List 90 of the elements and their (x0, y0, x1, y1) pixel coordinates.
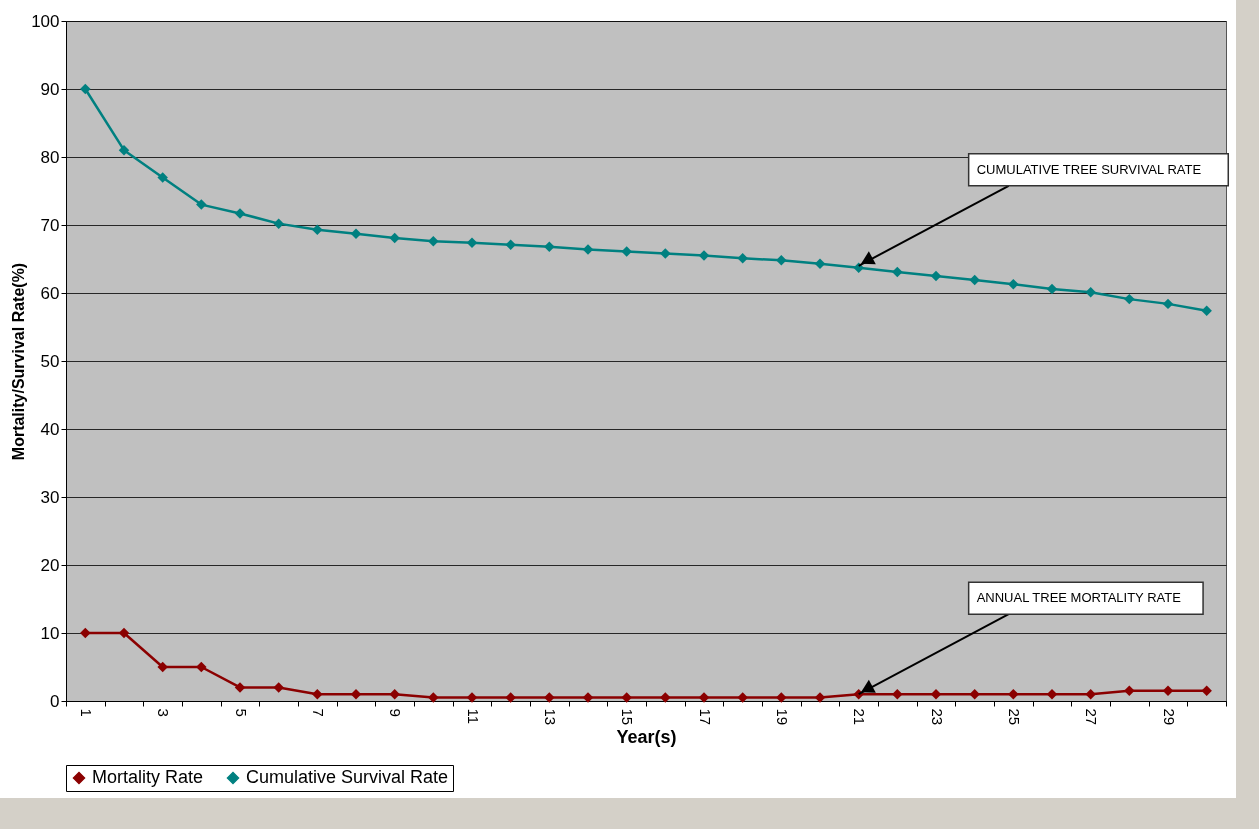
y-tick-label: 60 (40, 283, 60, 303)
point (582, 692, 594, 703)
point (1085, 688, 1096, 700)
point (1046, 283, 1058, 295)
point (1008, 278, 1019, 290)
x-tick-label: 23 (928, 708, 946, 726)
point (582, 244, 594, 255)
point (466, 692, 478, 703)
point (1124, 685, 1135, 697)
x-tick-label: 21 (851, 708, 869, 726)
point (892, 266, 903, 278)
point (1201, 305, 1212, 316)
x-tick-label: 25 (1005, 708, 1023, 726)
point (505, 239, 516, 250)
y-tick-label: 90 (40, 79, 60, 99)
y-tick-label: 40 (40, 419, 60, 439)
y-tick-label: 30 (40, 487, 60, 507)
point (737, 692, 748, 703)
y-tick-label: 70 (40, 215, 60, 235)
y-tick-label: 20 (40, 555, 60, 575)
y-tick-label: 80 (40, 147, 60, 167)
point (157, 661, 168, 673)
point (892, 688, 903, 700)
point (428, 692, 439, 703)
annotation: CUMULATIVE TREE SURVIVAL RATE (976, 161, 1202, 177)
legend-label: Cumulative Survival Rate (246, 767, 449, 787)
point (814, 258, 826, 269)
point (621, 246, 632, 257)
point (350, 228, 362, 240)
point (698, 250, 710, 261)
point (273, 218, 284, 229)
point (118, 144, 130, 156)
x-tick-label: 19 (773, 708, 791, 726)
point (350, 688, 362, 700)
point (544, 241, 555, 252)
point (776, 692, 787, 703)
point (389, 232, 400, 244)
y-tick-label: 10 (40, 623, 60, 643)
y-tick-label: 0 (50, 691, 60, 711)
point (505, 692, 516, 703)
point (1162, 685, 1174, 697)
point (930, 688, 942, 700)
y-tick-label: 100 (31, 11, 60, 31)
point (273, 682, 284, 693)
x-tick-label: 17 (696, 708, 714, 726)
point (234, 208, 246, 219)
x-axis-title: Year(s) (616, 727, 677, 748)
legend-label: Mortality Rate (92, 767, 204, 787)
point (1008, 688, 1019, 700)
y-tick-label: 50 (40, 351, 60, 371)
x-tick-label: 13 (541, 708, 559, 726)
x-tick-label: 1 (77, 708, 95, 717)
point (466, 237, 478, 248)
point (1201, 685, 1212, 697)
point (80, 627, 91, 639)
point (930, 270, 942, 282)
x-tick-label: 15 (619, 708, 637, 726)
point (544, 692, 555, 703)
point (389, 688, 400, 700)
point (1046, 688, 1058, 700)
point (698, 692, 710, 703)
point (1085, 287, 1096, 298)
point (312, 688, 323, 700)
point (737, 253, 748, 264)
x-tick-label: 3 (155, 708, 173, 717)
point (660, 248, 671, 259)
point (969, 274, 980, 286)
point (312, 224, 323, 235)
point (853, 262, 864, 274)
x-tick-label: 9 (387, 708, 405, 717)
point (969, 688, 980, 700)
point (1124, 293, 1135, 305)
point (621, 692, 632, 703)
point (196, 199, 207, 210)
point (80, 83, 91, 95)
point (196, 661, 207, 673)
point (776, 255, 787, 266)
x-tick-label: 7 (309, 708, 327, 717)
annotation: ANNUAL TREE MORTALITY RATE (976, 590, 1182, 606)
point (660, 692, 671, 703)
point (157, 172, 168, 183)
point (814, 692, 826, 703)
point (234, 682, 246, 693)
y-axis-title: Mortality/Survival Rate(%) (10, 262, 28, 461)
x-tick-label: 29 (1160, 708, 1178, 726)
point (1162, 298, 1174, 310)
point (428, 236, 439, 247)
x-tick-label: 27 (1083, 708, 1101, 726)
x-tick-label: 5 (232, 708, 250, 717)
x-tick-label: 11 (464, 708, 482, 725)
